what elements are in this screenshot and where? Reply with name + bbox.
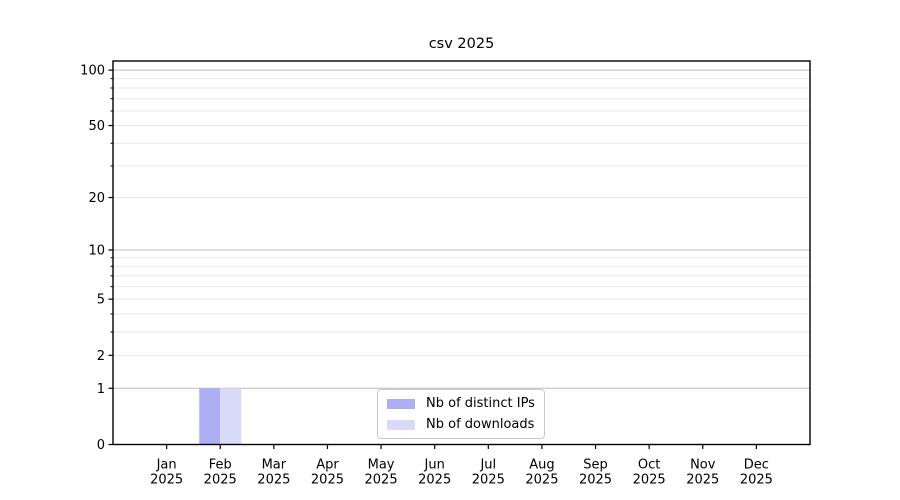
x-tick-label-month: Mar (262, 458, 287, 473)
bar-distinct-ips (199, 388, 221, 445)
x-tick-label-year: 2025 (472, 473, 505, 488)
x-tick-label-year: 2025 (311, 473, 344, 488)
x-tick-label-year: 2025 (257, 473, 290, 488)
x-tick-label-month: May (368, 458, 395, 473)
legend-label-distinct-ips: Nb of distinct IPs (426, 396, 535, 411)
x-tick-label-month: Dec (744, 458, 769, 473)
legend-label-downloads: Nb of downloads (426, 417, 535, 432)
legend-swatch-distinct-ips (387, 398, 415, 409)
x-tick-label-year: 2025 (740, 473, 773, 488)
x-tick-label-month: Jun (424, 458, 445, 473)
x-tick-label-month: Apr (316, 458, 339, 473)
y-tick-label: 5 (97, 293, 105, 308)
legend-item-downloads: Nb of downloads (387, 416, 535, 433)
x-tick-label-year: 2025 (525, 473, 558, 488)
x-tick-label-year: 2025 (686, 473, 719, 488)
bar-downloads (220, 388, 242, 445)
y-tick-label: 0 (97, 438, 105, 453)
x-tick-label-month: Jan (156, 458, 177, 473)
y-tick-label: 100 (80, 64, 105, 79)
x-tick-label-month: Aug (529, 458, 554, 473)
x-tick-label-month: Feb (209, 458, 232, 473)
x-tick-label-year: 2025 (418, 473, 451, 488)
legend-item-distinct-ips: Nb of distinct IPs (387, 395, 535, 412)
legend-swatch-downloads (387, 419, 415, 430)
x-tick-label-year: 2025 (579, 473, 612, 488)
y-tick-label: 2 (97, 349, 105, 364)
y-tick-label: 50 (88, 119, 105, 134)
x-tick-label-year: 2025 (150, 473, 183, 488)
x-tick-label-year: 2025 (365, 473, 398, 488)
legend: Nb of distinct IPs Nb of downloads (377, 389, 545, 439)
axes-frame (112, 60, 811, 446)
chart-title: csv 2025 (428, 36, 495, 52)
x-tick-label-month: Jul (479, 458, 496, 473)
y-tick-label: 20 (88, 191, 105, 206)
x-tick-label-year: 2025 (204, 473, 237, 488)
x-tick-label-month: Nov (690, 458, 716, 473)
x-tick-label-year: 2025 (633, 473, 666, 488)
y-tick-label: 1 (97, 382, 105, 397)
x-tick-label-month: Oct (638, 458, 660, 473)
y-tick-label: 10 (88, 243, 105, 258)
x-tick-label-month: Sep (583, 458, 608, 473)
